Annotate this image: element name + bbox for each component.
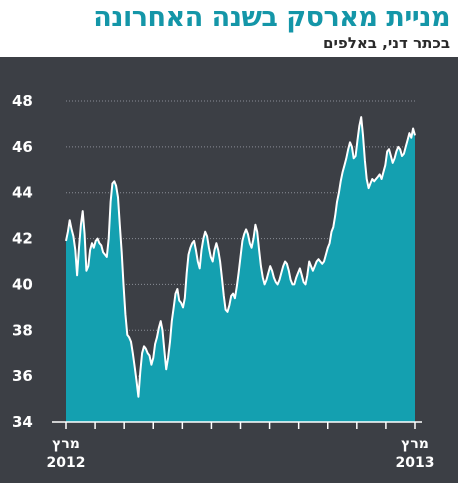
x-axis: מרץ 2012 מרץ 2013 — [47, 421, 435, 471]
x-tick-label-month: מרץ — [52, 436, 80, 452]
y-tick-label: 46 — [12, 138, 33, 156]
x-tick-label-month: מרץ — [401, 436, 429, 452]
y-tick-label: 48 — [12, 92, 33, 110]
y-axis-tick-labels: 34 36 38 40 42 44 46 48 — [12, 92, 33, 431]
chart-title: מניית מארסק בשנה האחרונה — [93, 2, 450, 33]
price-line — [65, 116, 416, 398]
y-tick-label: 36 — [12, 367, 33, 385]
price-area — [66, 117, 415, 422]
y-tick-label: 34 — [12, 413, 33, 431]
y-tick-label: 44 — [12, 184, 33, 202]
y-tick-label: 38 — [12, 321, 33, 339]
y-tick-label: 42 — [12, 230, 33, 248]
x-tick-label-year: 2013 — [396, 455, 435, 471]
x-tick-label-year: 2012 — [47, 455, 86, 471]
y-tick-label: 40 — [12, 275, 33, 293]
chart-subtitle: בכתר דני, באלפים — [323, 34, 450, 52]
